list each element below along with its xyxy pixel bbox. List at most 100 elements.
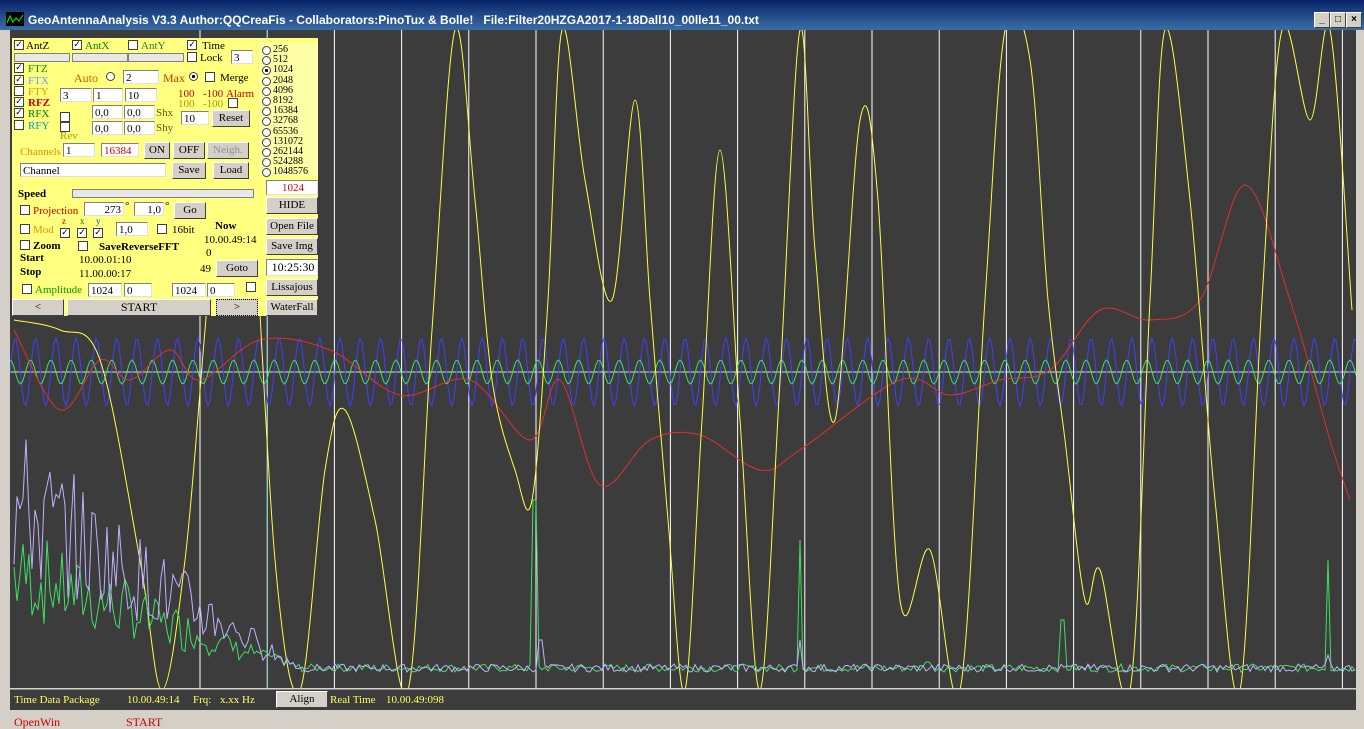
button[interactable]: OFF — [173, 142, 205, 159]
checkbox[interactable] — [187, 52, 197, 62]
input-field[interactable]: 10 — [181, 111, 209, 125]
radio[interactable] — [189, 72, 198, 81]
button[interactable]: Lissajous — [266, 279, 318, 296]
input-field[interactable]: 3 — [60, 88, 92, 102]
radio[interactable] — [262, 66, 271, 76]
checkbox[interactable] — [22, 284, 32, 294]
button[interactable]: Load — [213, 162, 249, 179]
input-field[interactable]: 273 — [84, 202, 124, 216]
checkbox[interactable] — [246, 282, 256, 292]
checkbox[interactable]: ✓ — [60, 228, 70, 238]
label: Shy — [156, 122, 174, 134]
radio[interactable] — [262, 158, 271, 168]
checkbox[interactable] — [205, 72, 215, 82]
label: RFZ — [28, 97, 50, 109]
radio[interactable] — [262, 137, 271, 147]
input-field[interactable]: 1024 — [266, 180, 318, 195]
label: Lock — [200, 52, 223, 64]
radio[interactable] — [262, 148, 271, 157]
input-field[interactable]: 3 — [231, 50, 253, 64]
radio[interactable] — [262, 86, 271, 96]
scrollbar[interactable] — [128, 53, 184, 62]
checkbox[interactable]: ✓ — [93, 228, 103, 238]
radio[interactable] — [262, 127, 271, 137]
checkbox[interactable] — [157, 224, 167, 234]
checkbox[interactable] — [20, 205, 30, 215]
radio[interactable] — [262, 97, 271, 106]
scrollbar[interactable] — [72, 53, 128, 62]
radio[interactable] — [262, 46, 271, 55]
checkbox[interactable]: ✓ — [187, 40, 197, 50]
radio[interactable] — [262, 56, 271, 66]
checkbox[interactable]: ✓ — [14, 40, 24, 50]
minimize[interactable]: _ — [1314, 12, 1330, 28]
radio[interactable] — [262, 117, 271, 127]
radio[interactable] — [262, 107, 271, 117]
checkbox[interactable]: ✓ — [72, 40, 82, 50]
button[interactable]: WaterFall — [266, 299, 318, 316]
button[interactable]: Reset — [212, 110, 250, 127]
checkbox[interactable] — [78, 241, 88, 251]
button[interactable]: HIDE — [266, 197, 318, 214]
checkbox[interactable] — [60, 112, 70, 122]
button[interactable]: Goto — [216, 260, 258, 277]
input-field[interactable]: 10:25:30 — [266, 259, 318, 276]
fft-size-option: 1024 — [273, 64, 293, 76]
button[interactable]: Neigh. — [207, 142, 249, 159]
checkbox[interactable] — [14, 120, 24, 130]
radio[interactable] — [262, 168, 271, 178]
checkbox[interactable]: ✓ — [14, 108, 24, 118]
maximize[interactable]: □ — [1330, 12, 1346, 28]
yellow-trace — [13, 30, 1353, 688]
input-field[interactable]: 0 — [124, 283, 152, 297]
label: Amplitude — [35, 284, 83, 296]
button[interactable]: Save — [172, 162, 206, 179]
checkbox[interactable] — [14, 86, 24, 96]
input-field[interactable]: 0 — [207, 283, 235, 297]
input-field[interactable]: Channel — [20, 163, 166, 177]
red-trace — [13, 184, 1351, 501]
label: 10.00.49:14 — [127, 694, 180, 706]
input-field[interactable]: 0,0 — [92, 121, 123, 135]
blue-wave — [10, 336, 1356, 408]
input-field[interactable]: 1,0 — [116, 222, 148, 236]
radio[interactable] — [262, 76, 271, 86]
input-field[interactable]: 1,0 — [134, 202, 164, 216]
input-field[interactable]: 2 — [123, 70, 159, 84]
input-field[interactable]: 0,0 — [124, 105, 155, 119]
button[interactable]: < — [12, 299, 64, 316]
label: Zoom — [33, 240, 61, 252]
input-field[interactable]: 0,0 — [92, 105, 123, 119]
checkbox[interactable] — [20, 224, 30, 234]
button[interactable]: Save Img — [266, 238, 318, 255]
lavender-trace — [13, 439, 1356, 674]
button[interactable]: Go — [174, 202, 206, 219]
fft-size-option: 65536 — [273, 125, 298, 137]
checkbox[interactable] — [228, 98, 238, 108]
button[interactable]: > — [216, 299, 258, 316]
input-field[interactable]: 1024 — [88, 283, 122, 297]
scrollbar[interactable] — [72, 189, 254, 198]
input-field[interactable]: 1024 — [172, 283, 206, 297]
button[interactable]: Open File — [266, 218, 318, 235]
button[interactable]: START — [67, 299, 211, 316]
checkbox[interactable] — [20, 240, 30, 250]
checkbox[interactable]: ✓ — [14, 75, 24, 85]
button[interactable]: Align — [276, 691, 328, 708]
input-field[interactable]: 16384 — [101, 143, 139, 157]
checkbox[interactable]: ✓ — [77, 228, 87, 238]
input-field[interactable]: 1 — [93, 88, 123, 102]
scrollbar[interactable] — [14, 53, 70, 62]
button[interactable]: ON — [144, 142, 170, 159]
label: Time — [202, 40, 225, 52]
input-field[interactable]: 1 — [63, 143, 95, 157]
radio[interactable] — [106, 72, 115, 81]
checkbox[interactable] — [128, 40, 138, 50]
input-field[interactable]: 10 — [125, 88, 157, 102]
close[interactable]: × — [1346, 12, 1362, 28]
checkbox[interactable]: ✓ — [14, 97, 24, 107]
checkbox[interactable]: ✓ — [14, 63, 24, 73]
checkbox[interactable] — [60, 122, 70, 132]
input-field[interactable]: 0,0 — [124, 121, 155, 135]
